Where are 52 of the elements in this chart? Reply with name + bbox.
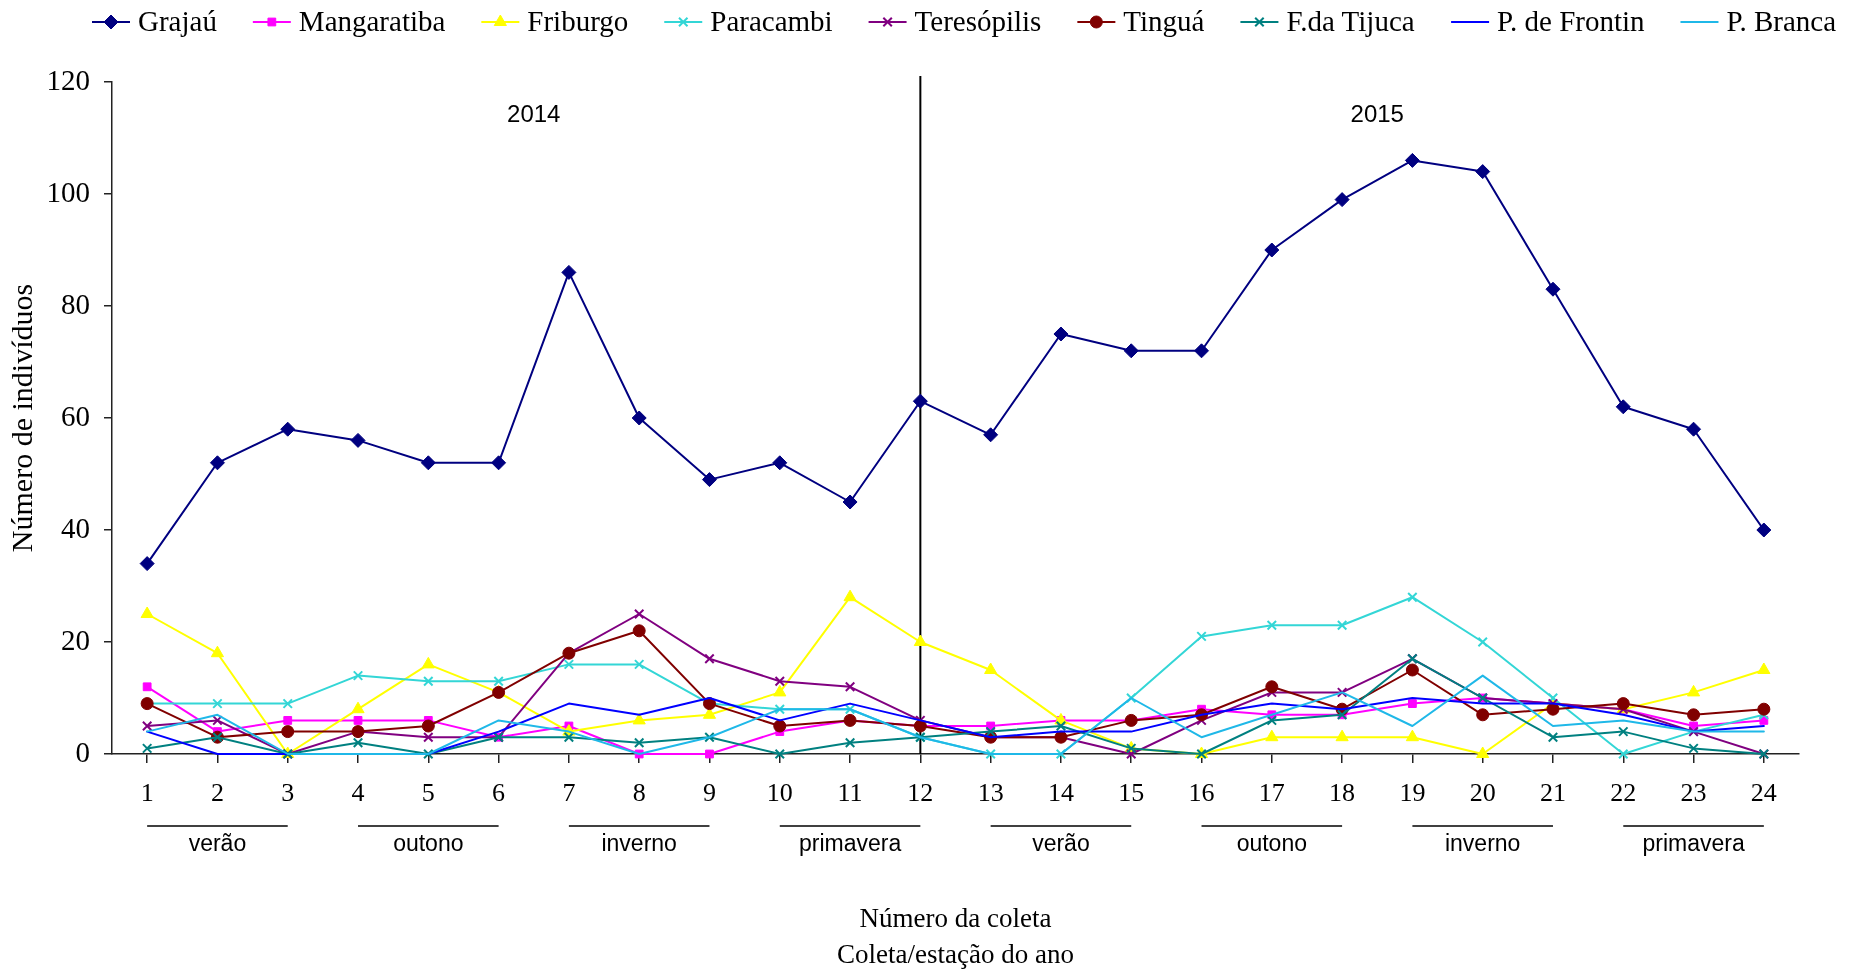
x-tick-label: 4	[351, 778, 365, 808]
y-tick-label: 40	[61, 511, 90, 544]
text: verão	[1032, 830, 1090, 857]
legend-label: Paracambi	[710, 4, 833, 37]
x-tick-label: 15	[1118, 778, 1145, 808]
y-axis-title: Número de indivíduos	[4, 283, 38, 553]
annotation: 2014	[507, 99, 561, 127]
x-tick-label: 20	[1469, 778, 1496, 808]
x-tick-label: 24	[1750, 778, 1777, 808]
y-tick-label: 80	[61, 287, 90, 320]
text: primavera	[798, 830, 902, 857]
text: primavera	[1642, 830, 1745, 857]
legend-label: Mangaratiba	[298, 4, 446, 37]
x-tick-label: 18	[1329, 778, 1356, 808]
text: outono	[1236, 830, 1307, 857]
x-tick-label: 1	[140, 778, 154, 808]
x-tick-label: 12	[907, 778, 934, 808]
y-tick-label: 60	[61, 399, 90, 432]
x-tick-label: 21	[1539, 778, 1566, 808]
legend-label: Friburgo	[527, 4, 629, 37]
text: inverno	[1444, 830, 1521, 857]
x-tick-label: 23	[1680, 778, 1707, 808]
x-tick-label: 19	[1399, 778, 1426, 808]
y-tick-label: 100	[46, 175, 90, 208]
x-tick-label: 13	[977, 778, 1004, 808]
x-tick-label: 2	[210, 778, 224, 808]
x-tick-label: 6	[492, 778, 506, 808]
text: outono	[393, 830, 464, 857]
text: inverno	[601, 830, 677, 857]
annotation: 2015	[1350, 99, 1404, 127]
text: verão	[188, 830, 247, 857]
x-tick-label: 22	[1610, 778, 1637, 808]
x-tick-label: 11	[837, 778, 863, 808]
x-tick-label: 9	[702, 778, 716, 808]
x-tick-label: 5	[421, 778, 435, 808]
y-tick-label: 20	[61, 623, 90, 656]
legend-label: Grajaú	[138, 4, 217, 37]
x-tick-label: 16	[1188, 778, 1215, 808]
x-tick-label: 10	[766, 778, 793, 808]
legend-label: P. de Frontin	[1497, 4, 1646, 37]
x-tick-label: 8	[632, 778, 646, 808]
legend-label: Teresópilis	[914, 4, 1042, 37]
x-tick-label: 7	[562, 778, 576, 808]
x-tick-label: 3	[281, 778, 295, 808]
x-tick-label: 14	[1047, 778, 1074, 808]
legend-label: F.da Tijuca	[1286, 4, 1415, 37]
legend-label: P. Branca	[1726, 4, 1837, 37]
legend-label: Tinguá	[1123, 4, 1205, 37]
x-axis-title: Número da coleta Coleta/estação do ano	[837, 903, 1074, 969]
x-tick-label: 17	[1258, 778, 1285, 808]
y-tick-label: 0	[75, 735, 90, 768]
y-tick-label: 120	[46, 63, 90, 96]
